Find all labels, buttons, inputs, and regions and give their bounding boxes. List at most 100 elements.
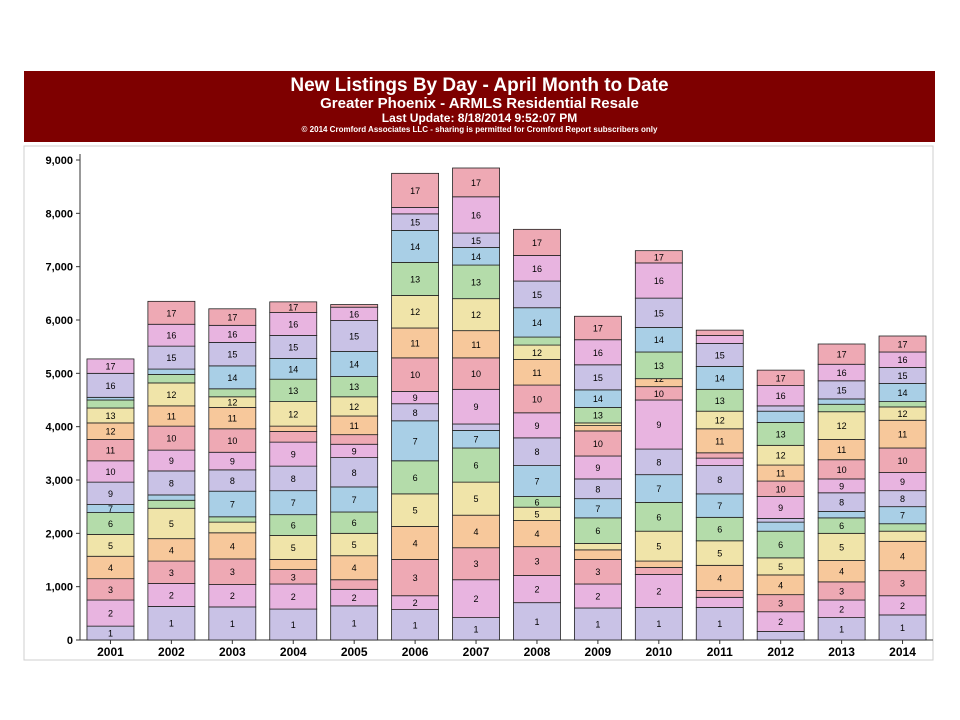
segment-label: 8: [900, 494, 905, 504]
segment-label: 1: [717, 619, 722, 629]
segment-label: 16: [349, 309, 359, 319]
bar-segment: [513, 520, 561, 548]
bar-segment: [452, 357, 500, 390]
bar-segment: [86, 358, 135, 374]
bar-segment: [269, 301, 318, 313]
bar-segment: [756, 518, 805, 523]
bar-segment: [208, 532, 257, 560]
bar-segment: [878, 523, 927, 532]
segment-label: 12: [776, 451, 786, 461]
bar-segment: [695, 452, 744, 459]
bar-segment: [513, 602, 561, 641]
segment-label: 15: [837, 385, 847, 395]
bar-segment: [86, 399, 135, 409]
segment-label: 16: [105, 381, 115, 391]
segment-label: 3: [595, 567, 600, 577]
bar-segment: [269, 425, 318, 432]
segment-label: 12: [166, 390, 176, 400]
bar-segment: [695, 335, 744, 344]
segment-label: 10: [776, 484, 786, 494]
bar-segment: [208, 490, 257, 518]
segment-label: 1: [595, 620, 600, 630]
segment-label: 12: [410, 307, 420, 317]
segment-label: 2: [352, 593, 357, 603]
segment-label: 17: [105, 362, 115, 372]
segment-label: 11: [167, 412, 176, 422]
bar-segment: [878, 570, 927, 597]
bar-segment: [634, 574, 683, 608]
segment-label: 16: [471, 210, 481, 220]
segment-label: 5: [717, 549, 722, 559]
segment-label: 5: [108, 541, 113, 551]
segment-label: 15: [410, 218, 420, 228]
segment-label: 2: [778, 617, 783, 627]
segment-label: 15: [898, 371, 908, 381]
x-tick-label: 2011: [707, 645, 733, 659]
segment-label: 7: [291, 498, 296, 508]
segment-label: 5: [778, 562, 783, 572]
bar-segment: [756, 369, 805, 386]
segment-label: 12: [898, 409, 908, 419]
bar-segment: [695, 329, 744, 336]
segment-label: 3: [413, 573, 418, 583]
segment-label: 16: [837, 368, 847, 378]
segment-label: 11: [410, 338, 419, 348]
segment-label: 10: [227, 436, 237, 446]
segment-label: 1: [900, 623, 905, 633]
segment-label: 2: [108, 609, 113, 619]
bar-segment: [269, 431, 318, 443]
bar-segment: [695, 564, 744, 591]
segment-label: 2: [534, 585, 539, 595]
segment-label: 4: [839, 567, 844, 577]
segment-label: 14: [898, 388, 908, 398]
segment-label: 8: [717, 475, 722, 485]
segment-label: 15: [227, 350, 237, 360]
bar-segment: [330, 579, 379, 590]
segment-label: 16: [288, 320, 298, 330]
bar-segment: [147, 470, 196, 496]
segment-label: 10: [410, 370, 420, 380]
segment-label: 13: [593, 411, 603, 421]
segment-label: 4: [108, 563, 113, 573]
bar-segment: [573, 559, 622, 585]
segment-label: 4: [900, 552, 905, 562]
segment-label: 17: [288, 303, 298, 313]
segment-label: 13: [654, 361, 664, 371]
x-tick-label: 2008: [524, 645, 551, 659]
segment-label: 11: [776, 469, 785, 479]
segment-label: 9: [595, 463, 600, 473]
bar-segment: [573, 425, 622, 432]
bar-segment: [452, 481, 500, 516]
segment-label: 3: [291, 572, 296, 582]
bar-segment: [391, 420, 440, 462]
segment-label: 11: [532, 368, 541, 378]
segment-label: 11: [471, 340, 480, 350]
x-tick-label: 2001: [97, 645, 124, 659]
bar-segment: [391, 327, 440, 359]
segment-label: 14: [410, 242, 420, 252]
segment-label: 9: [291, 450, 296, 460]
bar-segment: [513, 412, 561, 439]
segment-label: 3: [839, 586, 844, 596]
x-tick-label: 2009: [585, 645, 612, 659]
bar-segment: [634, 560, 683, 568]
segment-label: 9: [169, 456, 174, 466]
segment-label: 8: [839, 498, 844, 508]
bar-segment: [695, 457, 744, 466]
bar-segment: [573, 543, 622, 551]
bar-segment: [817, 403, 866, 413]
segment-label: 3: [900, 579, 905, 589]
bar-segment: [634, 530, 683, 562]
bar-segment: [513, 437, 561, 467]
segment-label: 4: [717, 573, 722, 583]
segment-label: 16: [654, 276, 664, 286]
segment-label: 12: [227, 398, 237, 408]
segment-label: 17: [532, 238, 542, 248]
segment-label: 15: [288, 342, 298, 352]
segment-label: 17: [410, 186, 420, 196]
bar-segment: [330, 434, 379, 445]
segment-label: 11: [106, 446, 115, 456]
segment-label: 3: [534, 557, 539, 567]
segment-label: 15: [715, 350, 725, 360]
